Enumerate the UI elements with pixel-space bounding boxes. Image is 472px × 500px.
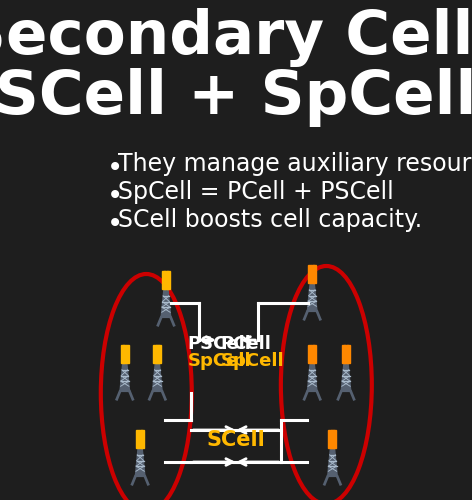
Bar [153,344,157,363]
Bar [136,430,139,448]
Bar [164,270,168,289]
Bar [139,430,142,448]
Bar [329,430,332,448]
Bar [311,344,314,363]
Bar [313,344,316,363]
Text: PSCell: PSCell [187,335,252,353]
Polygon shape [152,363,162,392]
Bar [123,344,126,363]
Text: •: • [107,182,123,210]
Bar [333,430,337,448]
Text: PCell: PCell [220,335,271,353]
Text: They manage auxiliary resources.: They manage auxiliary resources. [118,152,472,176]
Bar [308,264,312,283]
Polygon shape [120,363,130,392]
Text: •: • [107,210,123,238]
Bar [156,344,159,363]
Text: SCell boosts cell capacity.: SCell boosts cell capacity. [118,208,422,232]
Bar [126,344,129,363]
Text: Secondary Cells: Secondary Cells [0,8,472,67]
Bar [345,344,347,363]
Polygon shape [307,363,317,392]
Bar [308,344,312,363]
Bar [167,270,170,289]
Bar [121,344,124,363]
Bar [313,264,316,283]
Bar [342,344,345,363]
Polygon shape [341,363,351,392]
Text: SpCell: SpCell [188,352,252,370]
Bar [347,344,350,363]
Text: SCell: SCell [207,430,265,450]
Bar [331,430,334,448]
Polygon shape [161,289,171,318]
Bar [158,344,161,363]
Text: SpCell: SpCell [220,352,284,370]
Text: (SCell + SpCell): (SCell + SpCell) [0,68,472,127]
Text: •: • [107,154,123,182]
Bar [141,430,144,448]
Text: SpCell = PCell + PSCell: SpCell = PCell + PSCell [118,180,394,204]
Polygon shape [328,448,337,476]
Bar [311,264,314,283]
Polygon shape [307,283,317,312]
Polygon shape [135,448,145,476]
Bar [162,270,165,289]
